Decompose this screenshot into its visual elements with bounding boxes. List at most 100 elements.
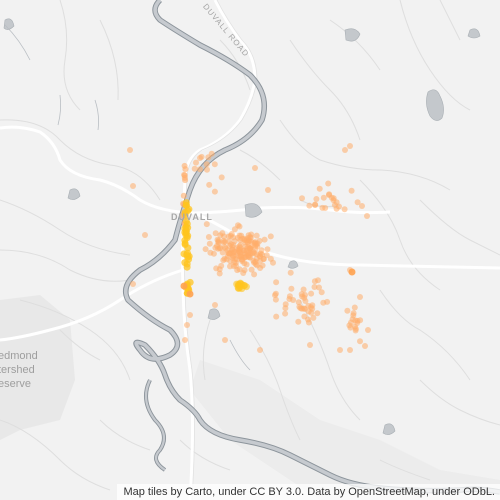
incident-point <box>230 241 237 248</box>
incident-point <box>330 197 337 204</box>
incident-point <box>207 249 214 256</box>
incident-point <box>251 271 258 278</box>
incident-point <box>227 263 233 270</box>
incident-point <box>181 171 188 178</box>
incident-point <box>219 230 226 237</box>
reserve-label-line2: tershed <box>0 364 35 376</box>
incident-point <box>127 147 133 153</box>
incident-point <box>282 310 289 317</box>
incident-point <box>295 299 302 306</box>
incident-point <box>348 187 355 194</box>
incident-point <box>324 298 331 305</box>
water-bodies <box>3 18 481 435</box>
incident-point <box>252 165 258 171</box>
incident-point <box>202 246 209 253</box>
incident-point <box>240 270 247 276</box>
incident-point <box>245 244 252 251</box>
incident-point <box>214 236 221 243</box>
incident-point <box>322 205 329 211</box>
incident-point <box>193 159 199 166</box>
incident-point <box>205 234 212 240</box>
incident-point <box>299 195 305 202</box>
incident-point <box>243 261 250 268</box>
incident-point <box>295 318 302 325</box>
town-label: DUVALL <box>171 212 213 222</box>
incident-point <box>197 166 203 173</box>
incident-point <box>258 247 265 254</box>
incident-point <box>248 231 255 238</box>
incident-point <box>221 255 228 262</box>
incident-point <box>130 183 136 189</box>
incident-point <box>352 325 359 332</box>
incident-point <box>282 305 289 312</box>
incident-point <box>308 290 315 297</box>
incident-point <box>212 244 219 251</box>
incident-point <box>234 234 241 241</box>
incident-point <box>184 322 190 328</box>
incident-point <box>204 166 210 173</box>
incident-point <box>316 185 323 192</box>
incident-point <box>312 202 319 208</box>
incident-point <box>182 217 190 225</box>
map-attribution[interactable]: Map tiles by Carto, under CC BY 3.0. Dat… <box>117 484 500 500</box>
incident-point <box>253 232 260 239</box>
incident-point <box>288 285 295 292</box>
incident-point <box>218 262 225 269</box>
incident-point <box>236 243 243 250</box>
incident-point <box>235 247 242 254</box>
incident-point <box>362 343 368 349</box>
incident-point <box>130 281 136 287</box>
incident-point <box>225 250 232 257</box>
incident-point <box>325 180 332 187</box>
incident-point <box>231 226 238 233</box>
incident-point <box>212 302 218 308</box>
incident-point <box>261 236 268 243</box>
incident-point <box>181 208 189 216</box>
snoqualmie-river <box>123 0 500 495</box>
incident-point <box>348 268 356 276</box>
incident-point <box>212 230 219 237</box>
incident-point <box>344 307 351 314</box>
incident-point <box>265 187 271 193</box>
incident-point <box>365 327 371 333</box>
incident-point <box>197 155 203 161</box>
incident-point <box>241 235 248 242</box>
incident-point <box>297 305 304 312</box>
incident-point <box>186 290 194 298</box>
incident-point <box>337 347 343 353</box>
incident-point <box>251 239 258 246</box>
incident-point <box>357 294 363 300</box>
incident-point <box>191 165 198 172</box>
incident-point <box>182 337 188 343</box>
incident-point <box>342 147 348 153</box>
incident-point <box>301 313 308 320</box>
streams <box>4 24 251 371</box>
incident-point <box>184 249 191 257</box>
incident-point <box>208 150 215 157</box>
incident-point <box>142 232 148 238</box>
incident-point <box>287 269 294 276</box>
incident-point <box>313 196 320 202</box>
incident-point <box>182 199 190 207</box>
incident-point <box>347 347 353 353</box>
incident-point <box>326 191 333 198</box>
incident-point <box>286 293 293 300</box>
incident-point <box>254 262 261 269</box>
incident-point <box>350 312 357 319</box>
incident-point <box>181 239 189 247</box>
incident-point <box>272 290 279 297</box>
incident-point <box>314 310 321 317</box>
incident-point <box>229 254 236 261</box>
incident-point <box>272 296 279 303</box>
incident-point <box>211 188 218 195</box>
incident-point <box>273 313 280 320</box>
incident-point <box>341 206 348 213</box>
incident-point <box>311 284 318 290</box>
incident-point <box>305 308 312 315</box>
incident-point <box>267 233 274 240</box>
incident-point <box>180 192 187 199</box>
reserve-label-line3: eserve <box>0 378 32 390</box>
incident-point <box>248 266 255 273</box>
incident-point <box>184 224 192 232</box>
